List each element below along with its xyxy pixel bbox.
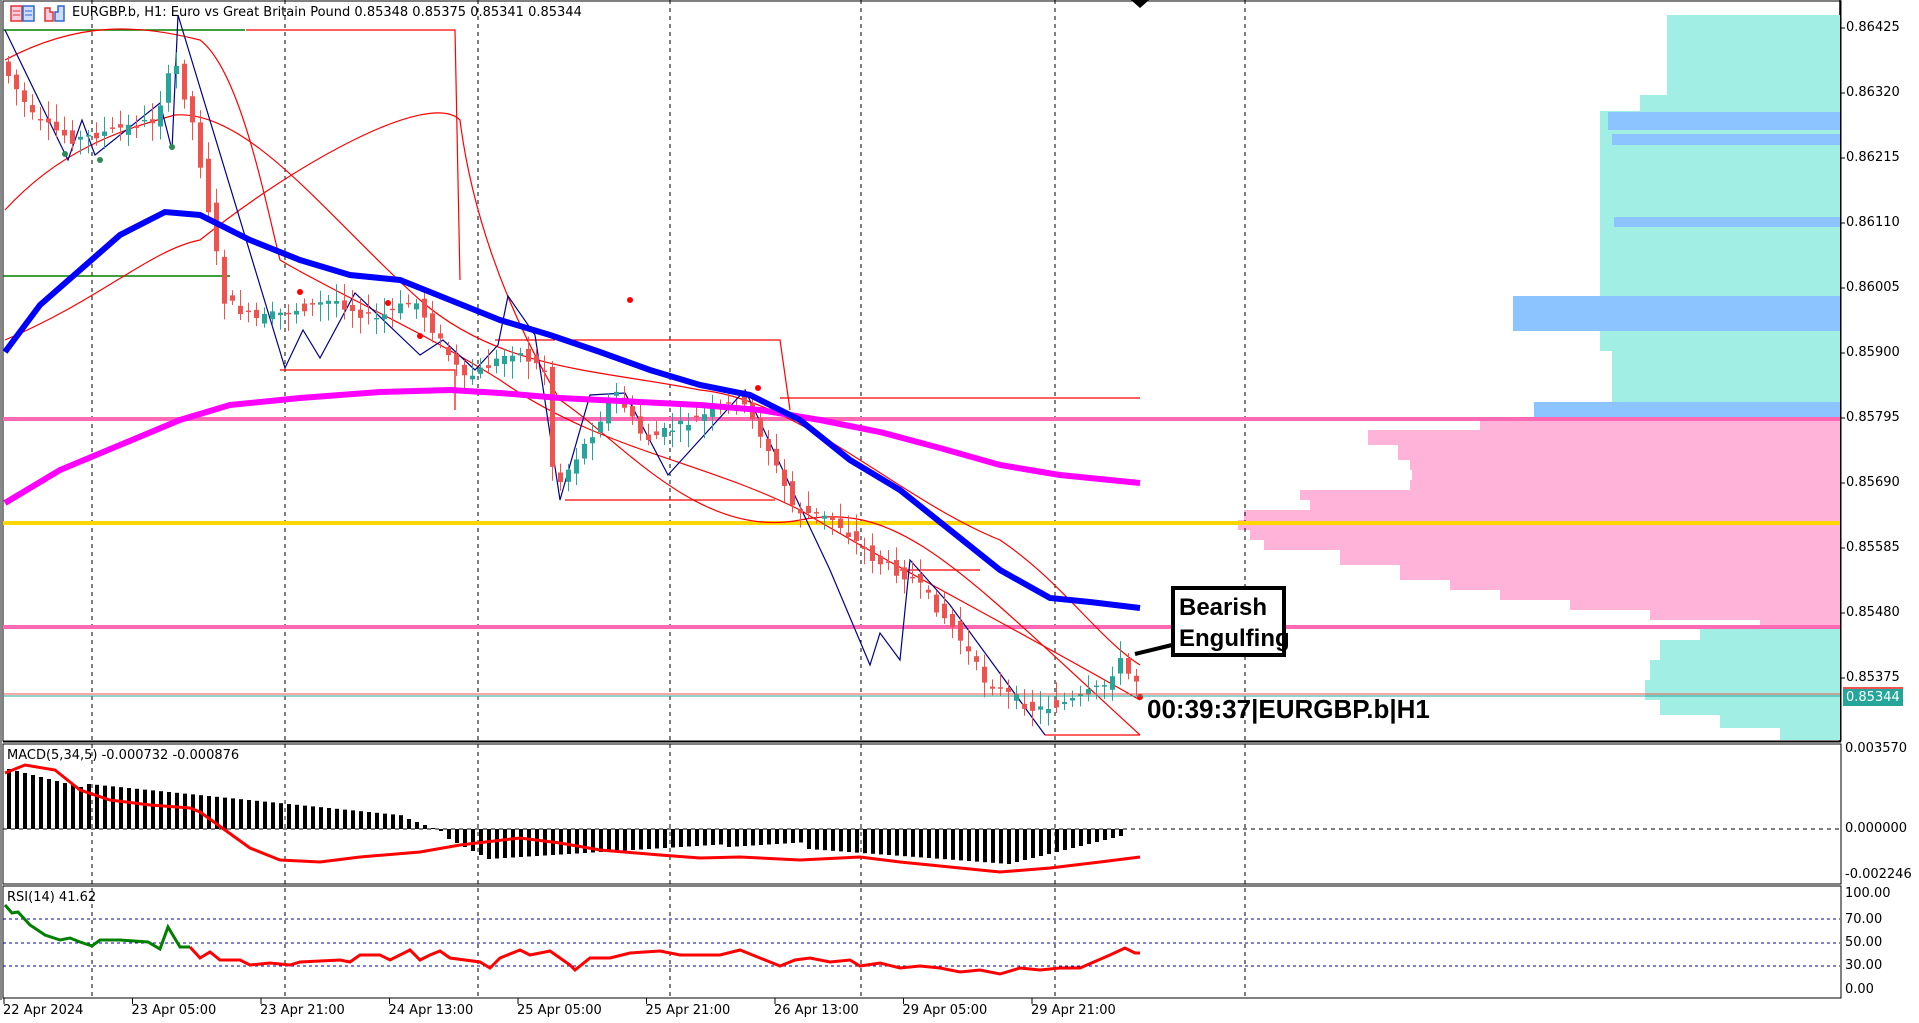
- price-axis-label: 0.85375: [1846, 670, 1900, 685]
- time-axis-label: 26 Apr 13:00: [774, 1003, 859, 1018]
- market-depth-icon[interactable]: [44, 4, 66, 22]
- annotation-line-2: Engulfing: [1179, 625, 1290, 652]
- price-axis-label: 0.86110: [1846, 215, 1900, 230]
- time-axis-label: 29 Apr 05:00: [902, 1003, 988, 1018]
- price-axis-label: 0.86005: [1846, 280, 1900, 295]
- price-axis-label: 0.86425: [1846, 20, 1900, 35]
- chart-shift-marker-icon[interactable]: [1131, 0, 1149, 8]
- volume-profile: [1238, 15, 1840, 740]
- one-click-trading-icon[interactable]: [10, 4, 36, 24]
- rsi-axis-30: 30.00: [1845, 958, 1883, 973]
- price-axis-label: 0.85585: [1846, 540, 1900, 555]
- price-axis-label: 0.85900: [1846, 345, 1900, 360]
- time-axis-label: 23 Apr 21:00: [260, 1003, 345, 1018]
- price-axis-label: 0.85480: [1846, 605, 1900, 620]
- macd-label: MACD(5,34,5) -0.000732 -0.000876: [7, 748, 240, 763]
- rsi-axis-100: 100.00: [1845, 886, 1891, 901]
- rsi-axis-70: 70.00: [1845, 912, 1883, 927]
- time-axis-label: 23 Apr 05:00: [131, 1003, 217, 1018]
- rsi-axis-0: 0.00: [1845, 982, 1874, 997]
- time-axis-label: 25 Apr 05:00: [517, 1003, 602, 1018]
- time-axis-label: 29 Apr 21:00: [1031, 1003, 1116, 1018]
- macd-axis-zero: 0.000000: [1845, 821, 1908, 836]
- rsi-axis-50: 50.00: [1845, 935, 1883, 950]
- macd-axis-bottom: -0.002246: [1845, 867, 1912, 882]
- current-price-tag: 0.85344: [1843, 687, 1903, 706]
- annotation-line-1: Bearish: [1179, 594, 1268, 621]
- candle-countdown-label: 00:39:37|EURGBP.b|H1: [1147, 694, 1430, 724]
- rsi-label: RSI(14) 41.62: [7, 890, 97, 905]
- price-axis-label: 0.85795: [1846, 410, 1900, 425]
- bearish-engulfing-annotation[interactable]: Bearish Engulfing: [1171, 586, 1290, 657]
- price-axis-label: 0.86215: [1846, 150, 1900, 165]
- time-axis-label: 25 Apr 21:00: [645, 1003, 731, 1018]
- time-axis-label: 24 Apr 13:00: [388, 1003, 474, 1018]
- price-axis-label: 0.86320: [1846, 85, 1900, 100]
- macd-axis-top: 0.003570: [1845, 741, 1908, 756]
- time-axis-label: 22 Apr 2024: [3, 1003, 84, 1018]
- price-axis-label: 0.85690: [1846, 475, 1900, 490]
- chart-title: EURGBP.b, H1: Euro vs Great Britain Poun…: [72, 5, 582, 20]
